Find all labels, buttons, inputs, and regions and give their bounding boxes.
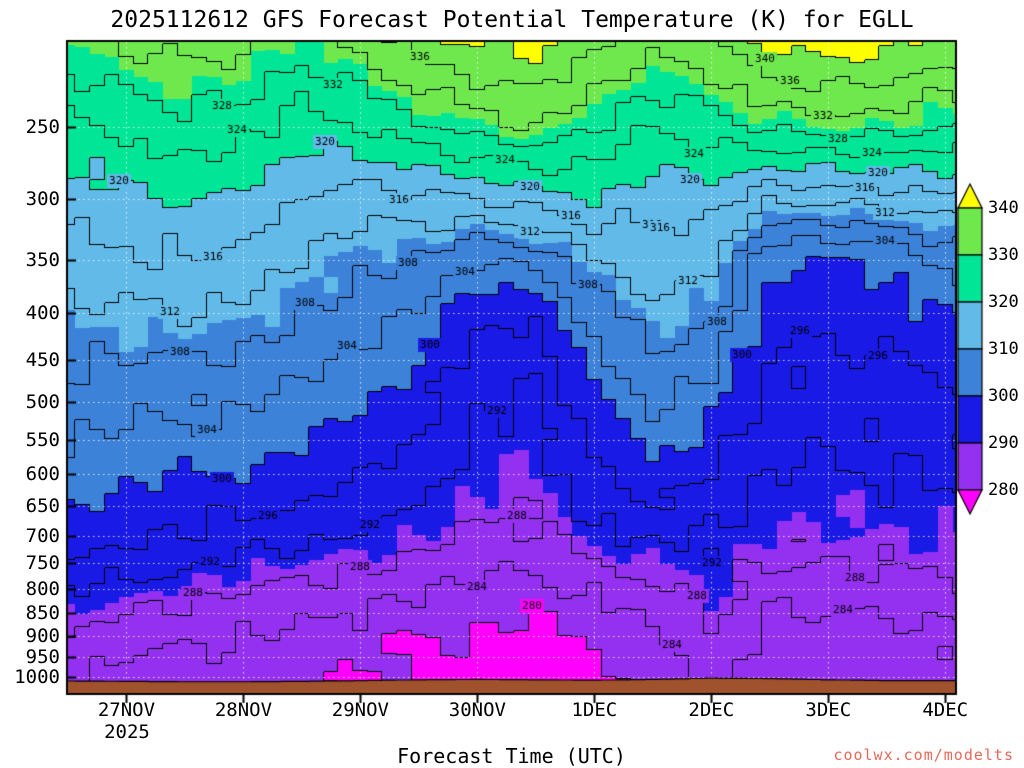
date-tick-label: 1DEC xyxy=(571,699,618,721)
pressure-tick-label: 700 xyxy=(25,524,60,547)
pressure-tick-label: 750 xyxy=(25,552,60,575)
chart-title: 2025112612 GFS Forecast Potential Temper… xyxy=(110,7,914,33)
date-tick-label: 30NOV xyxy=(448,699,506,721)
pressure-tick-label: 450 xyxy=(25,349,60,372)
date-tick-label: 2DEC xyxy=(688,699,735,721)
date-tick-label: 3DEC xyxy=(805,699,852,721)
pressure-tick-label: 800 xyxy=(25,577,60,600)
colorbar-tick-label: 300 xyxy=(988,386,1019,406)
pressure-tick-label: 600 xyxy=(25,463,60,486)
pressure-tick-label: 500 xyxy=(25,391,60,414)
colorbar-tick-label: 340 xyxy=(988,198,1019,218)
pressure-tick-label: 950 xyxy=(25,646,60,669)
pressure-tick-label: 1000 xyxy=(14,666,60,689)
pressure-tick-label: 350 xyxy=(25,249,60,272)
colorbar-tick-label: 280 xyxy=(988,480,1019,500)
pressure-tick-label: 300 xyxy=(25,188,60,211)
pressure-tick-label: 650 xyxy=(25,495,60,518)
date-tick-label: 28NOV xyxy=(214,699,273,721)
colorbar-tick-label: 320 xyxy=(988,292,1019,312)
pressure-tick-label: 550 xyxy=(25,428,60,451)
pressure-tick-label: 850 xyxy=(25,601,60,624)
colorbar-tick-label: 310 xyxy=(988,339,1019,359)
pressure-tick-label: 250 xyxy=(25,115,60,138)
date-tick-label: 27NOV xyxy=(97,699,156,721)
x-axis-title: Forecast Time (UTC) xyxy=(397,744,626,768)
watermark-link[interactable]: coolwx.com/modelts xyxy=(833,746,1014,764)
year-label: 2025 xyxy=(104,721,150,743)
date-tick-label: 4DEC xyxy=(922,699,969,721)
date-tick-label: 29NOV xyxy=(331,699,389,721)
colorbar-tick-label: 290 xyxy=(988,433,1019,453)
pressure-tick-label: 900 xyxy=(25,624,60,647)
pressure-tick-label: 400 xyxy=(25,302,60,325)
colorbar-tick-label: 330 xyxy=(988,245,1019,265)
